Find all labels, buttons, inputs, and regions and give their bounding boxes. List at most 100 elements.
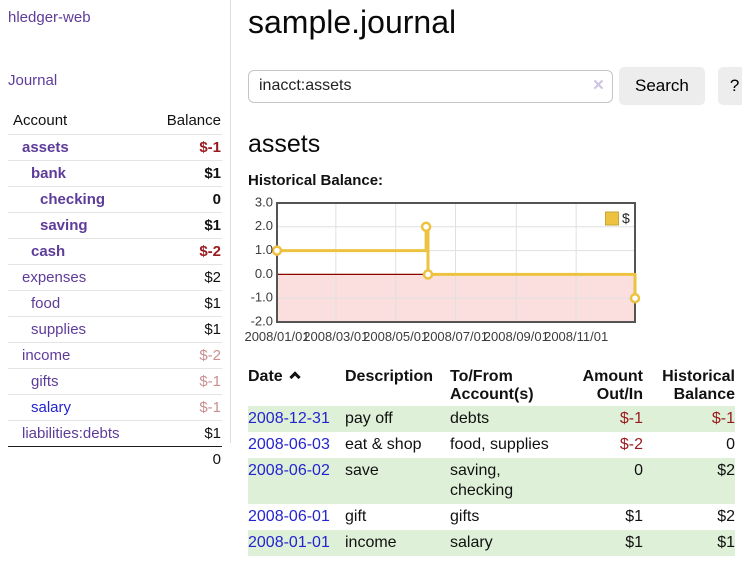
account-row: cash $-2: [8, 238, 222, 265]
transaction-row: 2008-06-03 eat & shop food, supplies $-2 0: [248, 432, 735, 458]
column-header-date[interactable]: Date: [248, 366, 345, 406]
accounts-total-row: 0: [8, 446, 222, 473]
help-button[interactable]: ?: [717, 67, 742, 105]
account-balance: $-1: [199, 399, 221, 416]
account-link-assets[interactable]: assets: [22, 139, 69, 156]
account-row: liabilities:debts $1: [8, 420, 222, 447]
transactions-header-row: Date Description To/From Account(s) Amou…: [248, 366, 735, 406]
transaction-balance: $2: [717, 508, 735, 525]
y-axis-tick-label: 0.0: [255, 266, 273, 281]
account-link-supplies[interactable]: supplies: [31, 321, 87, 338]
transaction-amount: $1: [565, 530, 643, 556]
account-link-gifts[interactable]: gifts: [31, 373, 59, 390]
account-row: salary $-1: [8, 394, 222, 421]
transaction-balance: $1: [643, 530, 735, 556]
transaction-description: income: [345, 530, 450, 556]
data-point-marker: [271, 245, 283, 256]
transaction-description: eat & shop: [345, 436, 422, 453]
transaction-row: 2008-12-31 pay off debts $-1 $-1: [248, 406, 735, 432]
account-link-income[interactable]: income: [22, 347, 71, 364]
account-link-food[interactable]: food: [31, 295, 61, 312]
transaction-accounts: salary: [450, 530, 565, 556]
transaction-row: 2008-06-02 save saving, checking 0 $2: [248, 458, 735, 504]
account-link-cash[interactable]: cash: [31, 243, 66, 260]
transaction-accounts: food, supplies: [450, 436, 549, 453]
transaction-row: 2008-01-01 income salary $1 $1: [248, 530, 735, 556]
account-row: bank $1: [8, 160, 222, 187]
historical-balance-chart: $3.0 2.0 1.0 0.0 -1.0 -2.02008/01/012008/03/0…: [244, 194, 641, 344]
legend-label: $: [622, 210, 630, 226]
x-axis-tick-label: 2008/07/01: [423, 329, 488, 344]
transaction-date-link[interactable]: 2008-12-31: [248, 410, 330, 427]
x-axis-tick-label: 2008/09/01: [484, 329, 549, 344]
account-link-saving[interactable]: saving: [40, 217, 88, 234]
search-bar: × Search ?: [248, 67, 742, 105]
column-header-description: Description: [345, 368, 434, 385]
sidebar-item-journal[interactable]: Journal: [8, 72, 58, 89]
account-row: food $1: [8, 290, 222, 317]
x-axis-tick-label: 2008/11/01: [544, 329, 608, 344]
data-point-marker: [422, 269, 434, 280]
transaction-row: 2008-06-01 gift gifts $1 $2: [248, 504, 735, 530]
y-axis-tick-label: 1.0: [255, 242, 273, 257]
app-title-link[interactable]: hledger-web: [8, 9, 91, 26]
y-axis-tick-label: 2.0: [255, 218, 273, 233]
account-link-checking[interactable]: checking: [40, 191, 106, 208]
column-header-balance: Historical Balance: [662, 368, 735, 403]
transaction-amount: $-1: [565, 406, 643, 432]
x-axis-tick-label: 2008/03/01: [303, 329, 368, 344]
column-header-amount: Amount Out/In: [582, 368, 643, 403]
transaction-description: save: [345, 458, 450, 504]
x-axis-tick-label: 2008/05/01: [363, 329, 428, 344]
transaction-date-link[interactable]: 2008-06-01: [248, 508, 330, 525]
plot-border: [276, 202, 636, 323]
account-balance: $-2: [199, 347, 221, 364]
account-balance: $1: [204, 165, 221, 182]
y-axis-tick-label: 3.0: [255, 194, 273, 209]
data-point-marker: [420, 221, 432, 233]
transaction-date-link[interactable]: 2008-06-03: [248, 436, 330, 453]
transaction-balance: 0: [726, 436, 735, 453]
transaction-date-link[interactable]: 2008-06-02: [248, 462, 330, 479]
y-axis-tick-label: -2.0: [251, 313, 273, 328]
accounts-table: Account Balance assets $-1 bank $1 checking 0…: [8, 110, 222, 472]
search-input[interactable]: [248, 69, 613, 103]
transaction-accounts: saving, checking: [450, 458, 565, 504]
account-link-liabilities:debts[interactable]: liabilities:debts: [22, 425, 120, 442]
account-balance: $2: [204, 269, 221, 286]
transaction-amount: $1: [625, 508, 643, 525]
transaction-balance: $2: [643, 458, 735, 504]
transaction-accounts: gifts: [450, 508, 480, 525]
accounts-header-balance: Balance: [166, 112, 221, 129]
data-point-marker: [629, 292, 641, 304]
account-row: expenses $2: [8, 264, 222, 291]
account-balance: $-1: [199, 373, 221, 390]
chart-title: Historical Balance:: [248, 172, 384, 189]
account-balance: 0: [212, 191, 221, 208]
account-section-title: assets: [248, 130, 321, 158]
accounts-header-row: Account Balance: [8, 110, 222, 135]
account-row: gifts $-1: [8, 368, 222, 395]
sort-ascending-icon: [289, 371, 301, 383]
transaction-description: pay off: [345, 406, 450, 432]
search-button[interactable]: Search: [619, 67, 705, 105]
y-axis-tick-label: -1.0: [251, 290, 273, 305]
legend-swatch: [605, 211, 619, 226]
account-balance: $-2: [199, 243, 221, 260]
account-link-expenses[interactable]: expenses: [22, 269, 87, 286]
account-link-salary[interactable]: salary: [31, 399, 72, 416]
x-axis-tick-label: 2008/01/01: [244, 329, 309, 344]
account-row: assets $-1: [8, 135, 222, 161]
transaction-balance: $-1: [643, 406, 735, 432]
account-row: checking 0: [8, 186, 222, 213]
clear-search-icon[interactable]: ×: [592, 74, 604, 96]
transaction-description: gift: [345, 508, 367, 525]
transactions-table: Date Description To/From Account(s) Amou…: [248, 366, 735, 556]
column-header-accounts: To/From Account(s): [450, 368, 534, 403]
account-balance: $1: [204, 425, 221, 442]
transaction-date-link[interactable]: 2008-01-01: [248, 534, 330, 551]
account-link-bank[interactable]: bank: [31, 165, 67, 182]
transaction-amount: 0: [565, 458, 643, 504]
sidebar: hledger-web Journal Account Balance asse…: [0, 0, 231, 468]
accounts-total-balance: 0: [212, 451, 221, 468]
